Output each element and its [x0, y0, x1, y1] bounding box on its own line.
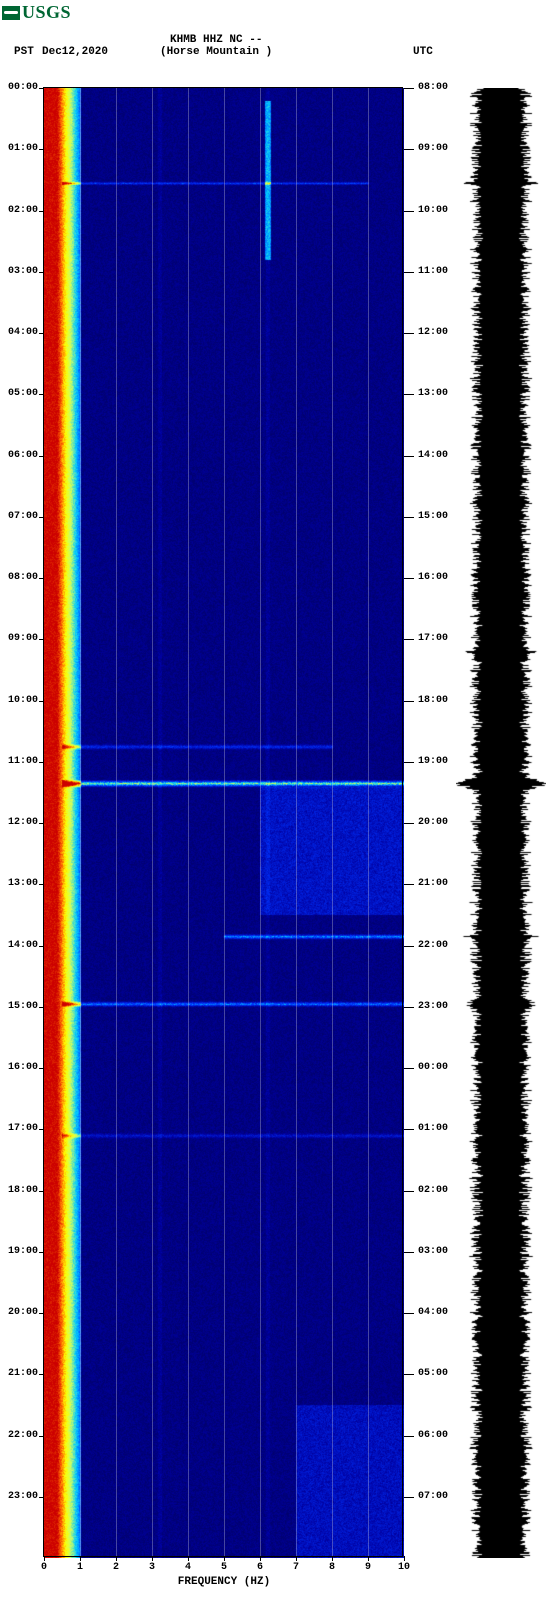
utc-time-axis: 08:0009:0010:0011:0012:0013:0014:0015:00… [404, 88, 448, 1558]
pst-tick: 17:00 [8, 1123, 38, 1134]
freq-tick: 4 [185, 1562, 191, 1573]
freq-tick: 6 [257, 1562, 263, 1573]
usgs-logo-mark [2, 6, 20, 20]
right-timezone: UTC [413, 46, 433, 58]
utc-tick: 03:00 [418, 1246, 448, 1257]
plot-date: Dec12,2020 [42, 46, 108, 58]
pst-tick: 04:00 [8, 327, 38, 338]
utc-tick: 19:00 [418, 756, 448, 767]
pst-tick: 18:00 [8, 1185, 38, 1196]
pst-tick: 13:00 [8, 878, 38, 889]
pst-tick: 06:00 [8, 450, 38, 461]
pst-time-axis: 00:0001:0002:0003:0004:0005:0006:0007:00… [0, 88, 44, 1558]
pst-tick: 03:00 [8, 266, 38, 277]
utc-tick: 01:00 [418, 1123, 448, 1134]
pst-tick: 01:00 [8, 143, 38, 154]
utc-tick: 12:00 [418, 327, 448, 338]
utc-tick: 20:00 [418, 817, 448, 828]
utc-tick: 05:00 [418, 1368, 448, 1379]
spectrogram-canvas [44, 88, 404, 1558]
freq-tick: 5 [221, 1562, 227, 1573]
frequency-axis: FREQUENCY (HZ) 012345678910 [44, 1558, 404, 1598]
utc-tick: 13:00 [418, 388, 448, 399]
pst-tick: 12:00 [8, 817, 38, 828]
left-timezone: PST [14, 46, 34, 58]
freq-tick: 7 [293, 1562, 299, 1573]
utc-tick: 17:00 [418, 633, 448, 644]
station-id: KHMB HHZ NC -- [170, 34, 262, 46]
pst-tick: 00:00 [8, 82, 38, 93]
pst-tick: 07:00 [8, 511, 38, 522]
pst-tick: 05:00 [8, 388, 38, 399]
utc-tick: 10:00 [418, 205, 448, 216]
utc-tick: 14:00 [418, 450, 448, 461]
pst-tick: 16:00 [8, 1062, 38, 1073]
utc-tick: 09:00 [418, 143, 448, 154]
utc-tick: 23:00 [418, 1001, 448, 1012]
frequency-axis-label: FREQUENCY (HZ) [178, 1576, 270, 1588]
freq-tick: 9 [365, 1562, 371, 1573]
utc-tick: 11:00 [418, 266, 448, 277]
pst-tick: 21:00 [8, 1368, 38, 1379]
waveform-canvas [456, 88, 546, 1558]
utc-tick: 22:00 [418, 940, 448, 951]
usgs-logo: USGS [2, 2, 71, 23]
utc-tick: 02:00 [418, 1185, 448, 1196]
utc-tick: 15:00 [418, 511, 448, 522]
utc-tick: 21:00 [418, 878, 448, 889]
freq-tick: 1 [77, 1562, 83, 1573]
freq-tick: 8 [329, 1562, 335, 1573]
pst-tick: 22:00 [8, 1430, 38, 1441]
utc-tick: 18:00 [418, 695, 448, 706]
pst-tick: 09:00 [8, 633, 38, 644]
pst-tick: 23:00 [8, 1491, 38, 1502]
utc-tick: 08:00 [418, 82, 448, 93]
pst-tick: 20:00 [8, 1307, 38, 1318]
station-name: (Horse Mountain ) [160, 46, 272, 58]
pst-tick: 19:00 [8, 1246, 38, 1257]
utc-tick: 04:00 [418, 1307, 448, 1318]
utc-tick: 00:00 [418, 1062, 448, 1073]
spectrogram-plot [44, 88, 404, 1558]
pst-tick: 14:00 [8, 940, 38, 951]
waveform-panel [456, 88, 546, 1558]
usgs-logo-text: USGS [22, 2, 71, 23]
pst-tick: 15:00 [8, 1001, 38, 1012]
pst-tick: 08:00 [8, 572, 38, 583]
utc-tick: 16:00 [418, 572, 448, 583]
utc-tick: 07:00 [418, 1491, 448, 1502]
freq-tick: 0 [41, 1562, 47, 1573]
pst-tick: 02:00 [8, 205, 38, 216]
pst-tick: 11:00 [8, 756, 38, 767]
freq-tick: 10 [398, 1562, 410, 1573]
utc-tick: 06:00 [418, 1430, 448, 1441]
freq-tick: 2 [113, 1562, 119, 1573]
freq-tick: 3 [149, 1562, 155, 1573]
pst-tick: 10:00 [8, 695, 38, 706]
